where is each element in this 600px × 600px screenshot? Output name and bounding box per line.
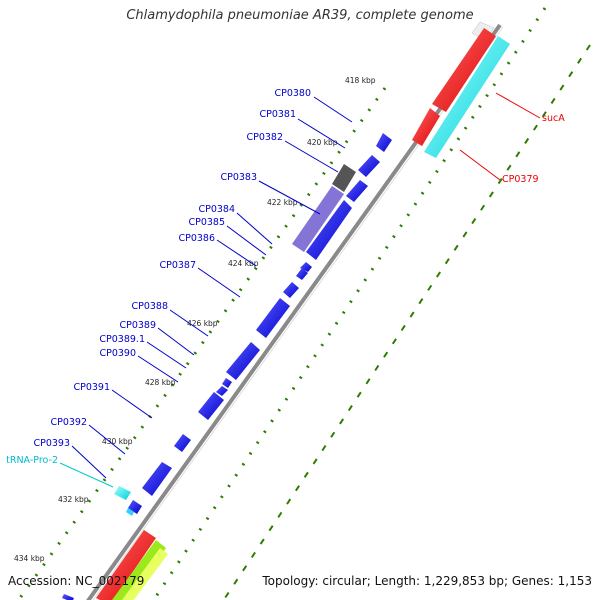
gene-cp0382 <box>346 180 368 202</box>
scale-label-426: 426 kbp <box>187 319 218 328</box>
label-cp0391: CP0391 <box>73 382 110 393</box>
label-cp0381: CP0381 <box>259 109 296 120</box>
gene-cp0393 <box>128 500 142 514</box>
gene-cp0386 <box>283 282 299 298</box>
gene-bottom-red <box>96 530 156 600</box>
gene-bottom-green <box>112 540 166 600</box>
outer-tick-track-2 <box>224 44 591 599</box>
label-cp0387: CP0387 <box>159 260 196 271</box>
gene-cp0383-highlight <box>292 186 344 252</box>
genome-summary-text: Topology: circular; Length: 1,229,853 bp… <box>262 574 592 588</box>
gene-cp0392 <box>142 462 172 496</box>
gene-bottom-blue-1 <box>62 594 74 600</box>
label-trna-pro-2: tRNA-Pro-2 <box>6 455 58 466</box>
scale-label-434: 434 kbp <box>14 554 45 563</box>
accession-text: Accession: NC_002179 <box>8 574 145 588</box>
gene-cp0382-grey <box>332 164 356 192</box>
label-cp0380: CP0380 <box>274 88 311 99</box>
gene-small-cyan <box>126 508 134 516</box>
gene-cp0389-1 <box>216 386 228 396</box>
label-cp0383: CP0383 <box>220 172 257 183</box>
label-cp0382: CP0382 <box>246 132 283 143</box>
label-cp0385: CP0385 <box>188 217 225 228</box>
gene-cp0387 <box>256 298 290 338</box>
gene-suca <box>432 28 496 112</box>
gene-cp0385 <box>296 268 308 280</box>
right-leader-lines <box>459 92 541 181</box>
label-cp0389-1: CP0389.1 <box>99 334 145 345</box>
label-cp0384: CP0384 <box>198 204 235 215</box>
left-leader-lines <box>71 96 353 479</box>
scale-label-430: 430 kbp <box>102 437 133 446</box>
label-cp0388: CP0388 <box>131 301 168 312</box>
map-title: Chlamydophila pneumoniae AR39, complete … <box>126 8 474 23</box>
gene-cp0391 <box>174 434 191 452</box>
scale-label-418: 418 kbp <box>345 76 376 85</box>
label-cp0379: CP0379 <box>502 174 539 185</box>
scale-label-420: 420 kbp <box>307 138 338 147</box>
label-cp0386: CP0386 <box>178 233 215 244</box>
gene-cp0390 <box>198 392 224 420</box>
label-cp0389: CP0389 <box>119 320 156 331</box>
label-cp0392: CP0392 <box>50 417 87 428</box>
outer-tick-track <box>153 7 547 599</box>
gene-trna-pro-2 <box>114 486 131 500</box>
gene-bottom-yellow <box>122 548 168 600</box>
scale-label-424: 424 kbp <box>228 259 259 268</box>
gene-cp0383 <box>306 200 352 260</box>
label-suca: sucA <box>542 113 565 124</box>
inner-tick-track <box>18 87 387 599</box>
trna-leader-line <box>59 462 114 488</box>
gene-cp0388 <box>226 342 260 380</box>
label-cp0390: CP0390 <box>99 348 136 359</box>
gene-cp0380 <box>376 133 392 152</box>
scale-label-422: 422 kbp <box>267 198 298 207</box>
gene-cp0379 <box>424 36 510 158</box>
label-cp0393: CP0393 <box>33 438 70 449</box>
gene-cp0389 <box>222 378 232 388</box>
scale-label-428: 428 kbp <box>145 378 176 387</box>
gene-cp0381 <box>358 155 380 177</box>
gene-reverse-2 <box>412 108 440 146</box>
scale-label-432: 432 kbp <box>58 495 89 504</box>
